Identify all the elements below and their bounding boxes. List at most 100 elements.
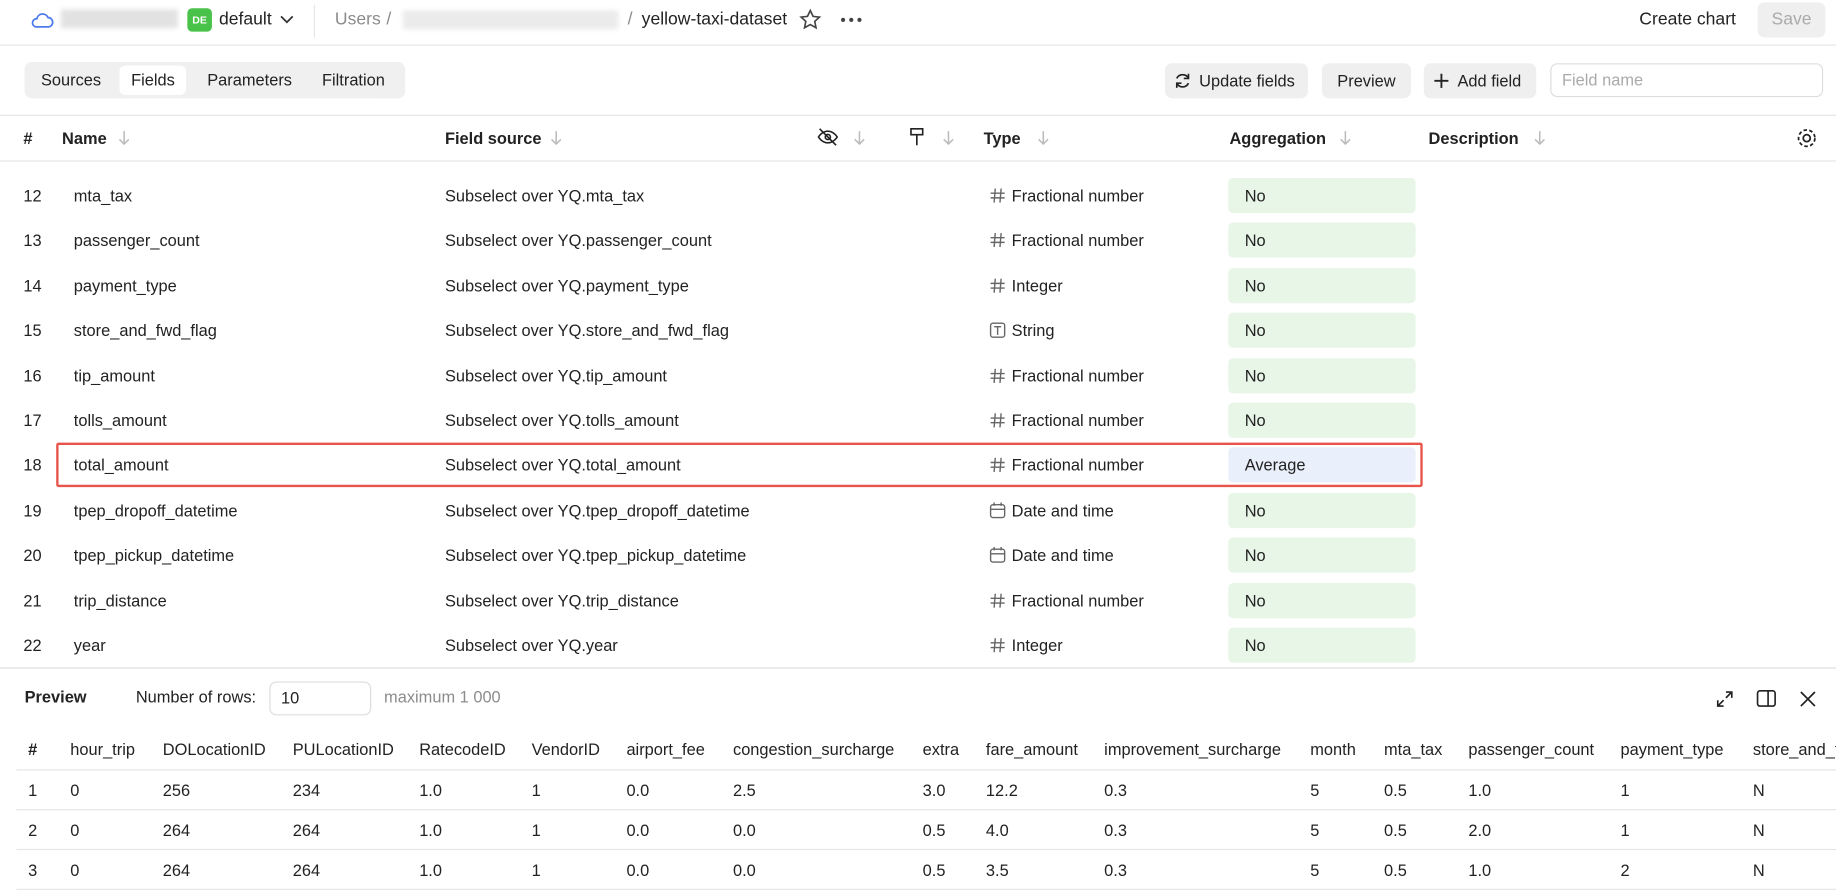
type-icon — [990, 368, 1005, 383]
more-icon[interactable] — [840, 12, 863, 28]
field-type: Integer — [1011, 276, 1063, 295]
aggregation-select[interactable]: No — [1228, 177, 1416, 214]
preview-column-header: extra — [922, 740, 960, 759]
tab[interactable]: Parameters — [207, 70, 292, 89]
dataset-name: yellow-taxi-dataset — [641, 9, 788, 30]
preview-cell: 234 — [292, 781, 321, 800]
row-number: 16 — [23, 366, 42, 385]
settings-icon[interactable] — [1796, 128, 1817, 149]
preview-title: Preview — [24, 687, 87, 707]
type-icon — [990, 413, 1005, 428]
add-field-button[interactable]: Add field — [1423, 63, 1537, 99]
preview-column-header: # — [28, 740, 38, 759]
close-icon[interactable] — [1800, 691, 1816, 707]
preview-column-header: DOLocationID — [162, 740, 266, 759]
row-number: 19 — [23, 500, 42, 520]
workspace-name[interactable]: default — [218, 9, 272, 30]
rows-label: Number of rows: — [135, 687, 257, 707]
row-number: 18 — [23, 455, 42, 475]
field-row[interactable]: 13 passenger_count Subselect over YQ.passe… — [0, 218, 1836, 262]
sort-icon — [1534, 131, 1545, 146]
field-row[interactable]: 20 tpep_pickup_datetime Subselect over YQ.… — [0, 533, 1836, 577]
aggregation-select[interactable]: No — [1228, 312, 1416, 348]
preview-cell: 1 — [531, 860, 541, 880]
field-row[interactable]: 14 payment_type Subselect over YQ.payment_… — [0, 263, 1836, 307]
field-name: payment_type — [73, 276, 177, 295]
field-type: Fractional number — [1011, 231, 1144, 250]
type-icon — [990, 233, 1005, 248]
row-number: 13 — [23, 231, 42, 250]
field-type: Integer — [1011, 635, 1063, 655]
preview-cell: 1.0 — [419, 781, 442, 800]
save-button[interactable]: Save — [1757, 2, 1826, 38]
create-chart-button[interactable]: Create chart — [1639, 9, 1736, 30]
rows-input[interactable]: 10 — [269, 681, 372, 716]
header-border — [0, 44, 1836, 46]
star-icon[interactable] — [799, 8, 822, 31]
rows-max-hint: maximum 1 000 — [384, 687, 501, 707]
column-header: Aggregation — [1229, 128, 1327, 148]
preview-cell: 1.0 — [1468, 781, 1492, 800]
column-header: Description — [1428, 128, 1519, 148]
aggregation-select[interactable]: No — [1228, 357, 1416, 393]
expand-icon[interactable] — [1715, 690, 1734, 709]
preview-column-header: airport_fee — [626, 740, 705, 759]
field-row[interactable]: 21 trip_distance Subselect over YQ.trip_di… — [0, 578, 1836, 622]
field-row[interactable]: 16 tip_amount Subselect over YQ.tip_amount… — [0, 353, 1836, 397]
aggregation-select[interactable]: No — [1228, 537, 1416, 573]
aggregation-select[interactable]: No — [1228, 627, 1416, 663]
split-icon[interactable] — [1756, 690, 1776, 708]
row-number: 12 — [23, 186, 42, 205]
tab[interactable]: Sources — [40, 70, 102, 89]
aggregation-select[interactable]: No — [1228, 267, 1416, 304]
preview-cell: 0 — [70, 860, 80, 880]
field-row[interactable]: 19 tpep_dropoff_datetime Subselect over YQ… — [0, 488, 1836, 532]
preview-column-header: RatecodeID — [419, 740, 506, 759]
preview-row-border — [16, 809, 1836, 811]
preview-cell: 1.0 — [419, 860, 442, 880]
preview-cell: 3.5 — [985, 860, 1009, 880]
field-row[interactable]: 17 tolls_amount Subselect over YQ.tolls_am… — [0, 398, 1836, 442]
preview-cell: 0.5 — [922, 860, 946, 880]
update-fields-button[interactable]: Update fields — [1165, 63, 1308, 99]
preview-cell: 0.0 — [626, 820, 650, 840]
field-name: tpep_pickup_datetime — [73, 545, 235, 565]
preview-column-header: congestion_surcharge — [732, 740, 895, 759]
field-source: Subselect over YQ.passenger_count — [444, 231, 712, 250]
aggregation-select[interactable]: No — [1228, 492, 1416, 528]
field-source: Subselect over YQ.tolls_amount — [444, 410, 679, 430]
aggregation-select[interactable]: Average — [1228, 447, 1416, 483]
field-name: trip_distance — [73, 590, 167, 610]
tab[interactable]: Fields — [119, 65, 187, 95]
preview-cell: 0.3 — [1104, 781, 1127, 800]
field-name: store_and_fwd_flag — [73, 321, 217, 340]
tab[interactable]: Filtration — [322, 70, 385, 89]
aggregation-select[interactable]: No — [1228, 222, 1416, 259]
row-highlight — [56, 443, 1423, 488]
field-row[interactable]: 22 year Subselect over YQ.year Integer No — [0, 623, 1836, 667]
field-row[interactable]: 12 mta_tax Subselect over YQ.mta_tax Fracti… — [0, 173, 1836, 217]
tab-bar: Sources Fields Parameters Filtration — [24, 62, 406, 99]
field-source: Subselect over YQ.store_and_fwd_flag — [444, 321, 729, 340]
preview-table: # hour_trip DOLocationID PULocationID Rateco… — [0, 728, 1836, 891]
field-source: Subselect over YQ.year — [444, 635, 618, 655]
blurred-org — [60, 9, 178, 29]
field-name: passenger_count — [73, 231, 200, 250]
field-row[interactable]: 18 total_amount Subselect over YQ.total_am… — [0, 443, 1836, 488]
preview-cell: 1 — [531, 781, 541, 800]
type-icon — [990, 188, 1005, 203]
cloud-icon — [31, 13, 54, 28]
aggregation-select[interactable]: No — [1228, 402, 1416, 438]
row-number: 15 — [23, 321, 42, 340]
preview-button[interactable]: Preview — [1321, 63, 1411, 99]
row-number: 14 — [23, 276, 42, 295]
field-source: Subselect over YQ.mta_tax — [444, 186, 645, 205]
field-search-input[interactable]: Field name — [1550, 63, 1824, 98]
fields-table-body: 12 mta_tax Subselect over YQ.mta_tax Fracti… — [0, 162, 1836, 668]
breadcrumb-separator: / — [627, 9, 633, 30]
breadcrumb-root[interactable]: Users — [334, 9, 381, 30]
field-row[interactable]: 15 store_and_fwd_flag Subselect over YQ.st… — [0, 308, 1836, 352]
aggregation-select[interactable]: No — [1228, 582, 1416, 618]
sort-icon — [118, 131, 130, 146]
